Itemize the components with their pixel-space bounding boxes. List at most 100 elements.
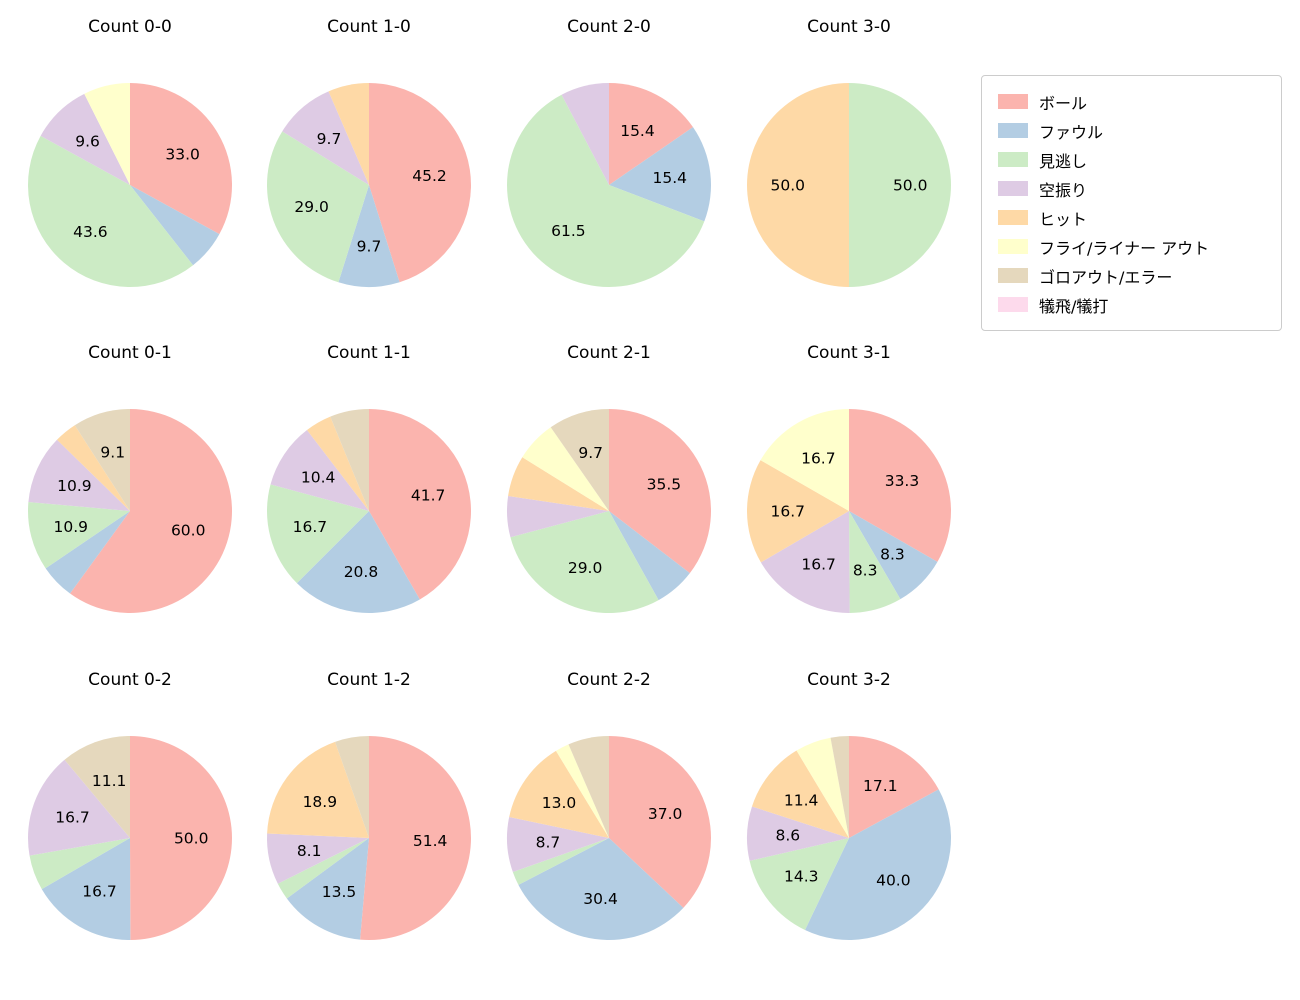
pie-slice-ground-out-error [74,409,130,511]
pie-slice-called-strike [849,83,951,287]
pie-slice-ball [369,409,471,600]
pie-chart-count-1-0: 45.2 9.7 29.0 9.7 [267,83,471,288]
pie-slice-label: 17.1 [863,777,898,795]
pie-slice-hit [328,83,369,185]
pie-slice-label: 11.4 [784,791,819,809]
pie-slice-fly-liner-out [84,83,130,185]
pie-slice-ground-out-error [330,409,369,511]
pie-slice-called-strike [749,838,849,931]
chart-title: Count 3-0 [807,17,891,37]
legend-label: ファウル [1039,122,1104,142]
pie-chart-count-0-0: 33.0 43.6 9.6 [27,83,232,288]
pie-slice-label: 8.3 [880,546,905,564]
pie-slice-swinging-strike [28,759,131,856]
pie-slice-label: 16.7 [801,556,836,574]
pie-slice-label: 9.7 [357,238,382,256]
legend-swatch-ball [998,94,1028,109]
legend-item-fly-liner-out: フライ/ライナー アウト [982,232,1281,261]
pie-slice-hit [747,460,849,563]
pie-slice-ground-out-error [335,736,369,838]
chart-title: Count 0-0 [88,17,172,37]
pie-slice-label: 13.0 [542,794,577,812]
pie-slice-hit [747,83,849,287]
pie-slice-label: 29.0 [294,198,329,216]
chart-title: Count 1-2 [327,670,411,690]
pie-slice-fly-liner-out [522,427,609,511]
pie-slice-label: 33.0 [165,145,200,163]
subplot-count-1-1: Count 1-1 41.7 20.8 16.7 10.4 [264,341,474,616]
subplot-count-2-0: Count 2-0 15.4 15.4 61.5 [504,15,714,290]
subplot-count-3-0: Count 3-0 50.0 50.0 [744,15,954,290]
pie-slice-called-strike [507,94,705,287]
pie-chart-count-3-2: 17.1 40.0 14.3 8.6 11.4 [747,736,951,940]
pie-slice-label: 51.4 [413,832,448,850]
pie-slice-ball [130,83,232,235]
pie-slice-label: 15.4 [620,122,655,140]
pie-chart-count-2-2: 37.0 30.4 8.7 13.0 [507,736,711,940]
pie-slice-swinging-strike [270,430,369,511]
subplot-count-3-2: Count 3-2 17.1 40.0 14.3 8.6 11.4 [744,668,954,943]
subplot-count-3-1: Count 3-1 33.3 8.3 8.3 16.7 16.7 16.7 [744,341,954,616]
pie-slice-called-strike [27,135,194,288]
pie-slice-label: 16.7 [293,518,328,536]
pie-slice-called-strike [277,838,369,899]
legend-item-hit: ヒット [982,203,1281,232]
pie-slice-label: 10.9 [57,477,92,495]
pie-slice-ball [849,409,951,562]
pie-slice-foul [45,511,130,594]
pie-slice-foul [41,838,131,940]
pie-slice-called-strike [510,511,659,613]
pie-slice-swinging-strike [760,511,850,613]
pie-slice-label: 35.5 [647,475,682,493]
pie-slice-label: 9.6 [75,132,100,150]
pie-slice-called-strike [29,838,130,890]
legend-swatch-ground-out-error [998,268,1028,283]
subplot-count-0-2: Count 0-2 50.0 16.7 16.7 11.1 [25,668,235,943]
pie-slice-foul [518,838,684,940]
chart-title: Count 1-0 [327,17,411,37]
pie-slice-label: 33.3 [885,472,920,490]
pie-slice-label: 16.7 [55,808,90,826]
pie-slice-hit [751,750,849,838]
legend-item-swinging-strike: 空振り [982,174,1281,203]
pie-slice-hit [56,425,130,511]
legend-item-foul: ファウル [982,116,1281,145]
pie-slice-swinging-strike [267,833,369,884]
pie-slice-called-strike [28,502,130,569]
pie-slice-ball [130,736,232,940]
legend-swatch-swinging-strike [998,181,1028,196]
pie-slice-called-strike [267,131,369,283]
pie-slice-label: 16.7 [771,503,806,521]
pie-chart-count-1-1: 41.7 20.8 16.7 10.4 [267,409,471,613]
pie-slice-label: 9.1 [100,444,125,462]
subplot-count-0-1: Count 0-1 60.0 10.9 10.9 9.1 [25,341,235,616]
legend-label: ヒット [1039,209,1088,229]
pie-chart-count-0-1: 60.0 10.9 10.9 9.1 [28,409,233,613]
pie-slice-ball [609,736,711,908]
pie-slice-hit [267,741,369,838]
pie-slice-hit [508,457,609,511]
legend-item-sacrifice: 犠飛/犠打 [982,290,1281,319]
pie-slice-label: 37.0 [648,805,683,823]
pie-slice-label: 40.0 [876,872,911,890]
pie-slice-label: 8.7 [536,833,561,851]
subplot-count-2-1: Count 2-1 35.5 29.0 9.7 [504,341,714,616]
pie-slice-label: 43.6 [73,223,108,241]
legend-label: フライ/ライナー アウト [1039,238,1210,258]
pie-chart-count-0-2: 50.016.716.711.1 [28,736,232,940]
pie-slice-called-strike [512,838,609,885]
subplot-count-2-2: Count 2-2 37.0 30.4 8.7 13.0 [504,668,714,943]
legend-item-called-strike: 見逃し [982,145,1281,174]
pie-slice-label: 16.7 [82,883,117,901]
pie-slice-label: 20.8 [344,563,379,581]
pie-slice-foul [609,511,690,601]
pie-slice-swinging-strike [40,93,131,185]
chart-title: Count 2-1 [567,343,651,363]
chart-title: Count 3-2 [807,670,891,690]
pie-slice-ball [849,736,939,838]
legend-label: ゴロアウト/エラー [1039,267,1173,287]
legend-swatch-called-strike [998,152,1028,167]
subplot-count-0-0: Count 0-0 33.0 43.6 9.6 [25,15,235,290]
pie-slice-foul [804,789,951,940]
pie-slice-ball [369,83,471,283]
